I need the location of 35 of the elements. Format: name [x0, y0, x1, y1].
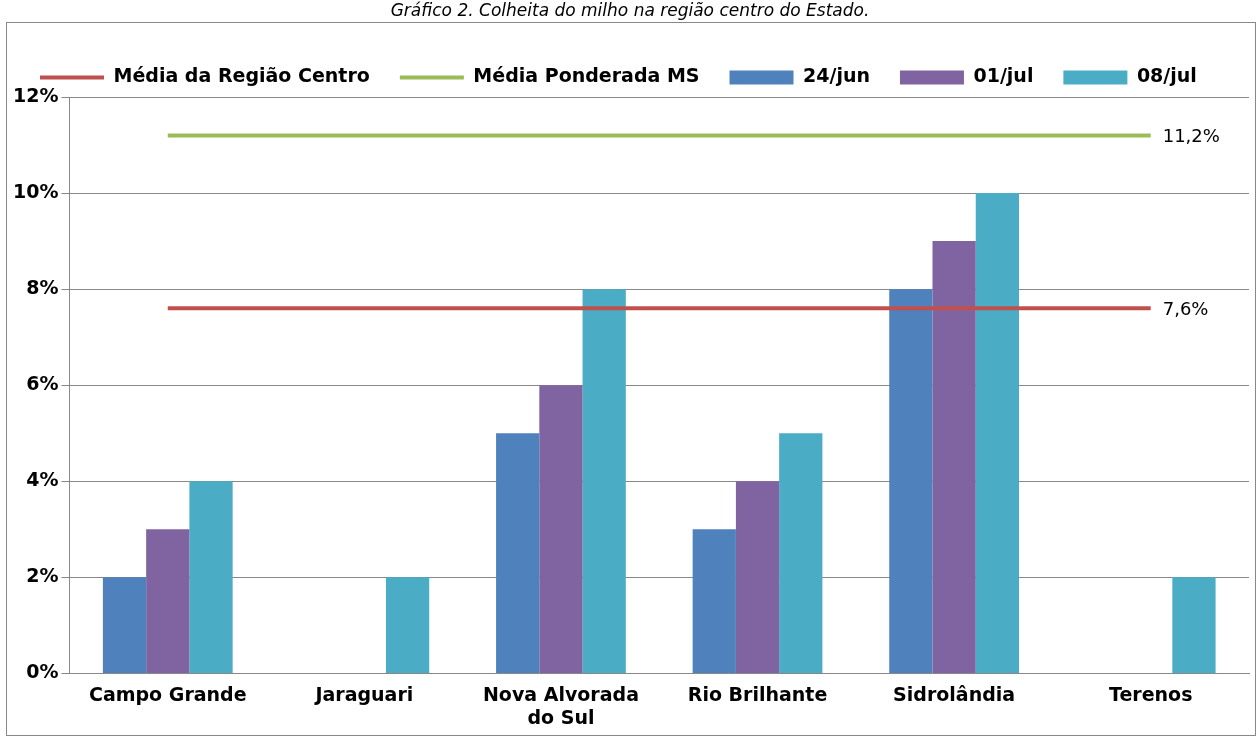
bar: [889, 289, 933, 673]
x-tick-label: Jaraguari: [313, 682, 414, 705]
x-tick-label: Terenos: [1108, 682, 1193, 705]
legend-label: Média da Região Centro: [113, 64, 370, 87]
bar: [146, 529, 190, 673]
legend-label: Média Ponderada MS: [473, 64, 700, 87]
bar: [932, 241, 976, 673]
y-tick-label: 8%: [26, 276, 59, 299]
bar: [692, 529, 736, 673]
data-label: 7,6%: [1162, 298, 1209, 320]
legend-label: 01/jul: [973, 64, 1034, 87]
x-tick-label: Nova Alvorada do Sul: [482, 682, 639, 728]
x-tick-label: Rio Brilhante: [687, 682, 828, 705]
y-tick-label: 4%: [26, 468, 59, 491]
legend-label: 24/jun: [803, 64, 870, 87]
bar: [102, 577, 147, 673]
y-tick-label: 6%: [26, 372, 59, 395]
bar: [735, 481, 780, 673]
bar: [539, 385, 583, 673]
y-tick-label: 12%: [12, 83, 59, 106]
y-tick-label: 10%: [12, 180, 59, 202]
bar: [1172, 577, 1216, 673]
bar: [779, 433, 823, 673]
bar: [582, 289, 626, 673]
x-tick-label: Campo Grande: [88, 682, 247, 705]
bar: [496, 433, 540, 673]
y-tick-label: 0%: [26, 660, 59, 683]
bar: [189, 481, 233, 673]
data-label: 11,2%: [1162, 125, 1220, 147]
legend-label: 08/jul: [1136, 64, 1197, 87]
bar: [385, 577, 430, 673]
chart-title: Gráfico 2. Colheita do milho na região centro do Estado.: [389, 0, 871, 20]
y-tick-label: 2%: [26, 564, 59, 587]
x-tick-label: Sidrolândia: [893, 682, 1016, 705]
bar: [975, 193, 1019, 673]
